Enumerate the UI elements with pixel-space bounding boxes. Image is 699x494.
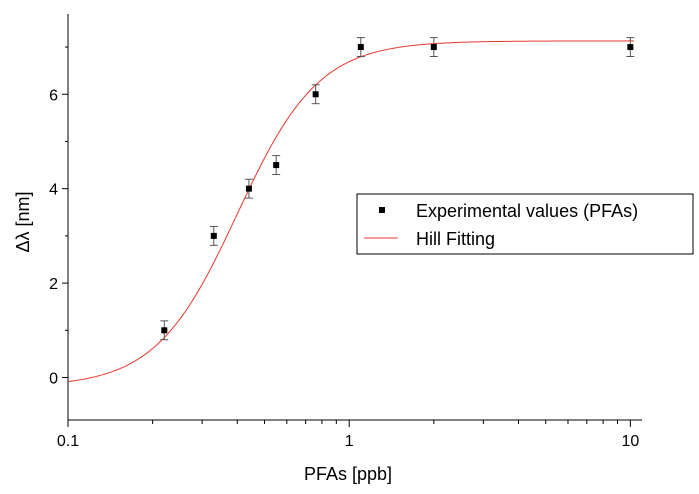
data-point — [209, 225, 218, 246]
legend-marker-experimental — [379, 207, 385, 213]
data-point — [626, 37, 635, 57]
point-marker — [273, 162, 280, 169]
point-marker — [357, 44, 364, 51]
y-axis-label: Δλ [nm] — [13, 191, 33, 252]
x-tick-label: 10 — [621, 433, 639, 450]
x-tick-label: 0.1 — [57, 433, 79, 450]
data-point — [311, 84, 320, 105]
legend-label-experimental: Experimental values (PFAs) — [416, 201, 638, 221]
data-point — [160, 320, 169, 341]
experimental-series — [160, 37, 635, 341]
y-tick-label: 2 — [49, 276, 58, 293]
data-point — [272, 155, 281, 176]
point-marker — [245, 185, 252, 192]
point-marker — [161, 327, 168, 334]
point-marker — [312, 91, 319, 98]
data-point — [356, 37, 365, 57]
point-marker — [627, 44, 634, 51]
x-axis-label: PFAs [ppb] — [304, 464, 392, 484]
x-axis-ticks: 0.1 1 10 — [57, 420, 639, 450]
plot-area: 0 2 4 6 0.1 1 10 — [49, 14, 642, 450]
x-tick-label: 1 — [345, 433, 354, 450]
point-marker — [430, 44, 437, 51]
y-tick-label: 6 — [49, 87, 58, 104]
point-marker — [210, 232, 217, 239]
legend-box — [356, 193, 694, 255]
data-point — [244, 178, 253, 199]
y-tick-label: 4 — [49, 182, 58, 199]
legend-label-hill: Hill Fitting — [416, 229, 495, 249]
data-point — [429, 37, 438, 57]
y-tick-label: 0 — [49, 371, 58, 388]
legend: Experimental values (PFAs) Hill Fitting — [356, 193, 694, 255]
y-axis-ticks: 0 2 4 6 — [49, 46, 68, 388]
